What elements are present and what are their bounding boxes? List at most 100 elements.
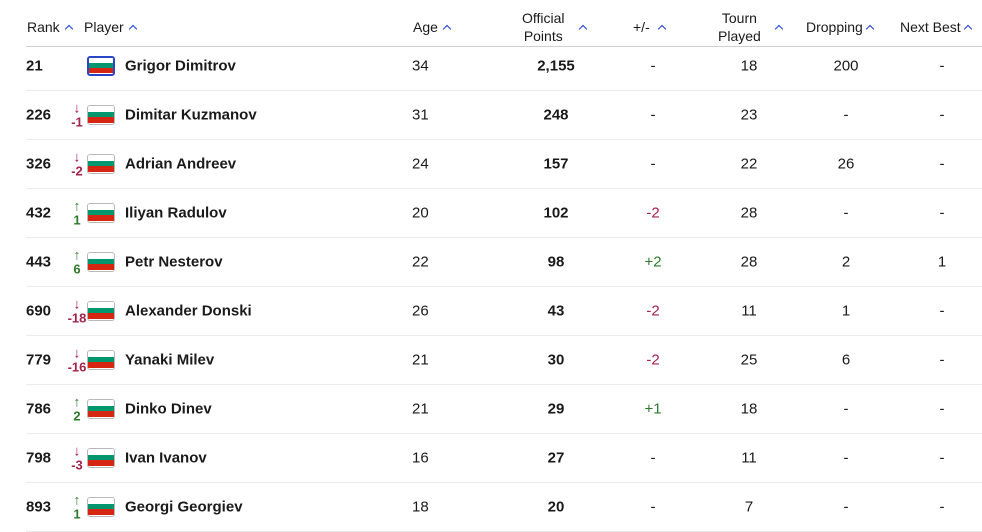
dropping-value: 6 bbox=[841, 351, 851, 368]
movement-value: 6 bbox=[73, 261, 81, 276]
tourn-played-value: 11 bbox=[741, 449, 757, 466]
movement-value: -1 bbox=[71, 114, 83, 129]
points-value: 29 bbox=[547, 400, 565, 417]
movement-value: -3 bbox=[71, 457, 83, 472]
table-row[interactable]: 443 ↑ 6 Petr Nesterov 22 98 +2 28 2 1 bbox=[26, 237, 982, 287]
bulgaria-flag-icon bbox=[87, 447, 115, 468]
rank-movement: ↑ 6 bbox=[66, 247, 88, 276]
points-value: 20 bbox=[547, 498, 565, 515]
tourn-played-value: 28 bbox=[740, 253, 758, 270]
movement-value: -16 bbox=[67, 359, 87, 374]
delta-value: +2 bbox=[644, 253, 662, 270]
points-value: 98 bbox=[547, 253, 565, 270]
sort-arrow-icon[interactable] bbox=[866, 23, 874, 31]
dropping-value: - bbox=[843, 449, 849, 466]
player-name-link[interactable]: Georgi Georgiev bbox=[125, 498, 243, 515]
delta-value: - bbox=[650, 498, 656, 515]
delta-value: -2 bbox=[646, 351, 660, 368]
table-row[interactable]: 798 ↓ -3 Ivan Ivanov 16 27 - 11 - - bbox=[26, 433, 982, 483]
rank-value: 443 bbox=[26, 253, 52, 270]
table-row[interactable]: 786 ↑ 2 Dinko Dinev 21 29 +1 18 - - bbox=[26, 384, 982, 434]
delta-value: - bbox=[650, 106, 656, 123]
age-value: 18 bbox=[412, 498, 429, 515]
movement-arrow-icon: ↓ bbox=[73, 99, 81, 115]
table-header: Rank Player Age Official Points +/- Tour… bbox=[26, 0, 982, 47]
movement-value: -2 bbox=[71, 163, 83, 178]
age-value: 26 bbox=[412, 302, 429, 319]
dropping-value: - bbox=[843, 400, 849, 417]
bulgaria-flag-icon bbox=[87, 300, 115, 321]
dropping-column-header[interactable]: Dropping bbox=[806, 18, 874, 36]
sort-arrow-icon[interactable] bbox=[964, 23, 972, 31]
table-row[interactable]: 21 Grigor Dimitrov 34 2,155 - 18 200 - bbox=[26, 41, 982, 91]
delta-value: +1 bbox=[644, 400, 662, 417]
dropping-header-label: Dropping bbox=[806, 19, 863, 35]
rank-value: 226 bbox=[26, 106, 52, 123]
sort-arrow-icon[interactable] bbox=[579, 23, 587, 31]
rank-value: 690 bbox=[26, 302, 52, 319]
delta-value: -2 bbox=[646, 302, 660, 319]
player-name-link[interactable]: Iliyan Radulov bbox=[125, 204, 227, 221]
rank-movement: ↓ -2 bbox=[66, 149, 88, 178]
next-best-value: - bbox=[939, 106, 945, 123]
player-name-link[interactable]: Dinko Dinev bbox=[125, 400, 212, 417]
movement-arrow-icon: ↓ bbox=[73, 344, 81, 360]
player-name-link[interactable]: Grigor Dimitrov bbox=[125, 57, 236, 74]
table-row[interactable]: 690 ↓ -18 Alexander Donski 26 43 -2 11 1… bbox=[26, 286, 982, 336]
sort-arrow-icon[interactable] bbox=[775, 23, 783, 31]
player-name-link[interactable]: Ivan Ivanov bbox=[125, 449, 207, 466]
next-best-header-label: Next Best bbox=[900, 19, 961, 35]
next-best-value: - bbox=[939, 204, 945, 221]
player-column-header[interactable]: Player bbox=[84, 18, 137, 36]
rank-movement: ↓ -3 bbox=[66, 443, 88, 472]
age-column-header[interactable]: Age bbox=[413, 18, 451, 36]
rank-movement: ↑ 1 bbox=[66, 198, 88, 227]
played-header-line1: Tourn bbox=[721, 10, 757, 26]
player-name-link[interactable]: Petr Nesterov bbox=[125, 253, 223, 270]
table-row[interactable]: 779 ↓ -16 Yanaki Milev 21 30 -2 25 6 - bbox=[26, 335, 982, 385]
movement-arrow-icon: ↑ bbox=[73, 246, 81, 262]
table-row[interactable]: 893 ↑ 1 Georgi Georgiev 18 20 - 7 - - bbox=[26, 482, 982, 532]
delta-header-label: +/- bbox=[633, 19, 650, 35]
table-row[interactable]: 326 ↓ -2 Adrian Andreev 24 157 - 22 26 - bbox=[26, 139, 982, 189]
movement-arrow-icon: ↑ bbox=[73, 393, 81, 409]
next-best-value: - bbox=[939, 498, 945, 515]
tourn-played-value: 11 bbox=[741, 302, 757, 319]
tourn-played-value: 23 bbox=[740, 106, 758, 123]
sort-arrow-icon[interactable] bbox=[65, 23, 73, 31]
tourn-played-value: 28 bbox=[740, 204, 758, 221]
movement-value: 1 bbox=[73, 212, 81, 227]
player-name-link[interactable]: Alexander Donski bbox=[125, 302, 252, 319]
rank-header-label: Rank bbox=[27, 19, 60, 35]
sort-arrow-icon[interactable] bbox=[443, 23, 451, 31]
table-row[interactable]: 432 ↑ 1 Iliyan Radulov 20 102 -2 28 - - bbox=[26, 188, 982, 238]
rank-column-header[interactable]: Rank bbox=[27, 18, 73, 36]
dropping-value: - bbox=[843, 106, 849, 123]
player-name-link[interactable]: Adrian Andreev bbox=[125, 155, 237, 172]
delta-value: -2 bbox=[646, 204, 660, 221]
delta-column-header[interactable]: +/- bbox=[633, 18, 666, 36]
age-value: 24 bbox=[412, 155, 429, 172]
sort-arrow-icon[interactable] bbox=[129, 23, 137, 31]
player-name-link[interactable]: Yanaki Milev bbox=[125, 351, 215, 368]
points-column-header[interactable]: Official Points bbox=[522, 9, 587, 45]
points-value: 248 bbox=[543, 106, 569, 123]
rank-value: 786 bbox=[26, 400, 52, 417]
rank-movement: ↓ -1 bbox=[66, 100, 88, 129]
bulgaria-flag-icon bbox=[87, 349, 115, 370]
rank-movement: ↓ -16 bbox=[66, 345, 88, 374]
rank-value: 779 bbox=[26, 351, 52, 368]
tourn-played-value: 7 bbox=[744, 498, 754, 515]
age-value: 31 bbox=[412, 106, 429, 123]
player-name-link[interactable]: Dimitar Kuzmanov bbox=[125, 106, 257, 123]
table-row[interactable]: 226 ↓ -1 Dimitar Kuzmanov 31 248 - 23 - … bbox=[26, 90, 982, 140]
dropping-value: - bbox=[843, 204, 849, 221]
rank-value: 432 bbox=[26, 204, 52, 221]
movement-value: 2 bbox=[73, 408, 81, 423]
sort-arrow-icon[interactable] bbox=[658, 23, 666, 31]
played-column-header[interactable]: Tourn Played bbox=[718, 9, 783, 45]
next-best-column-header[interactable]: Next Best bbox=[900, 18, 972, 36]
rank-movement: ↓ -18 bbox=[66, 296, 88, 325]
delta-value: - bbox=[650, 449, 656, 466]
